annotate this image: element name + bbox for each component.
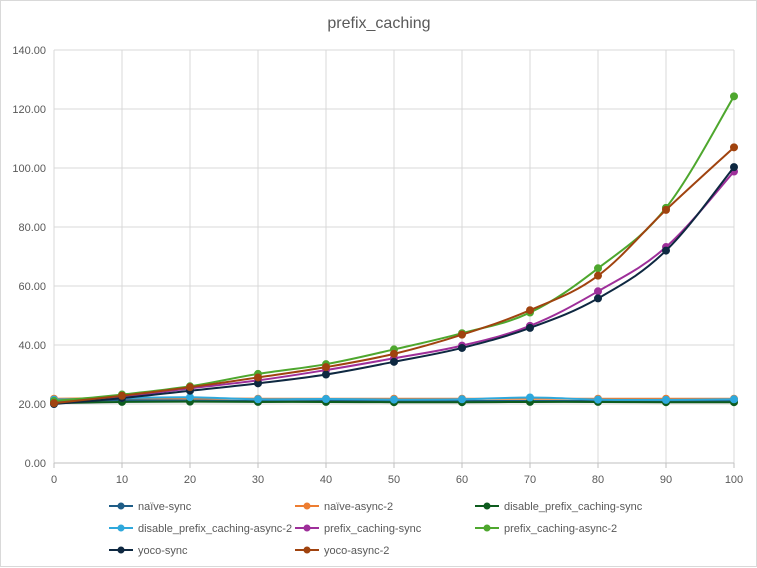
data-point — [458, 395, 466, 404]
legend-label: yoco-sync — [138, 545, 188, 557]
legend-marker — [303, 546, 311, 554]
data-point — [662, 395, 670, 404]
x-tick-label: 70 — [524, 474, 536, 486]
data-point — [730, 395, 738, 404]
data-point — [390, 357, 398, 366]
legend: naïve-sync naïve-async-2 disable_prefix_ca… — [109, 501, 643, 557]
legend-item: disable_prefix_caching-async-2 — [109, 523, 292, 535]
data-point — [254, 373, 262, 382]
data-point — [390, 349, 398, 358]
x-tick-label: 60 — [456, 474, 468, 486]
data-point — [322, 394, 330, 403]
x-tick-label: 100 — [725, 474, 743, 486]
data-point — [730, 163, 738, 172]
data-point — [118, 391, 126, 400]
legend-label: naïve-sync — [138, 501, 192, 513]
y-tick-label: 0.00 — [25, 458, 46, 470]
series-line — [53, 170, 735, 404]
series-group — [50, 92, 738, 408]
y-tick-label: 60.00 — [18, 281, 46, 293]
legend-marker — [483, 502, 491, 510]
legend-item: prefix_caching-sync — [295, 523, 422, 535]
x-tick-label: 50 — [388, 474, 400, 486]
data-point — [390, 395, 398, 404]
legend-label: disable_prefix_caching-async-2 — [138, 523, 292, 535]
series-7 — [50, 143, 738, 408]
data-point — [594, 264, 602, 273]
data-point — [526, 323, 534, 332]
data-point — [594, 287, 602, 296]
legend-item: naïve-sync — [109, 501, 192, 513]
x-tick-label: 20 — [184, 474, 196, 486]
y-tick-label: 40.00 — [18, 340, 46, 352]
y-axis-ticks: 0.00 20.00 40.00 60.00 80.00 100.00 120.00 140.… — [12, 45, 46, 470]
data-point — [186, 383, 194, 392]
series-line — [53, 166, 735, 405]
legend-item: yoco-sync — [109, 545, 188, 557]
data-point — [458, 330, 466, 339]
legend-marker — [117, 502, 125, 510]
x-tick-label: 80 — [592, 474, 604, 486]
data-point — [322, 370, 330, 379]
legend-item: naïve-async-2 — [295, 501, 393, 513]
legend-marker — [303, 502, 311, 510]
x-tick-label: 10 — [116, 474, 128, 486]
data-point — [526, 393, 534, 402]
x-tick-label: 90 — [660, 474, 672, 486]
legend-label: prefix_caching-async-2 — [504, 523, 617, 535]
legend-marker — [117, 546, 125, 554]
legend-item: disable_prefix_caching-sync — [475, 501, 643, 513]
data-point — [594, 294, 602, 303]
y-tick-label: 100.00 — [12, 163, 46, 175]
data-point — [186, 393, 194, 402]
data-point — [526, 306, 534, 315]
data-point — [50, 399, 58, 408]
data-point — [458, 343, 466, 352]
data-point — [322, 363, 330, 372]
data-point — [662, 246, 670, 255]
data-point — [254, 395, 262, 404]
x-tick-label: 0 — [51, 474, 57, 486]
data-point — [594, 271, 602, 280]
y-tick-label: 140.00 — [12, 45, 46, 57]
legend-item: prefix_caching-async-2 — [475, 523, 617, 535]
data-point — [594, 395, 602, 404]
data-point — [730, 92, 738, 101]
legend-label: disable_prefix_caching-sync — [504, 501, 643, 513]
legend-label: yoco-async-2 — [324, 545, 389, 557]
data-point — [662, 205, 670, 214]
y-tick-label: 120.00 — [12, 104, 46, 116]
y-tick-label: 20.00 — [18, 399, 46, 411]
legend-label: prefix_caching-sync — [324, 523, 422, 535]
x-axis-ticks: 0 10 20 30 40 50 60 70 80 90 100 — [51, 474, 743, 486]
chart-title: prefix_caching — [327, 15, 430, 32]
legend-label: naïve-async-2 — [324, 501, 393, 513]
legend-marker — [483, 524, 491, 532]
x-tick-label: 40 — [320, 474, 332, 486]
legend-marker — [303, 524, 311, 532]
legend-item: yoco-async-2 — [295, 545, 389, 557]
data-point — [730, 143, 738, 152]
y-tick-label: 80.00 — [18, 222, 46, 234]
legend-marker — [117, 524, 125, 532]
x-tick-label: 30 — [252, 474, 264, 486]
